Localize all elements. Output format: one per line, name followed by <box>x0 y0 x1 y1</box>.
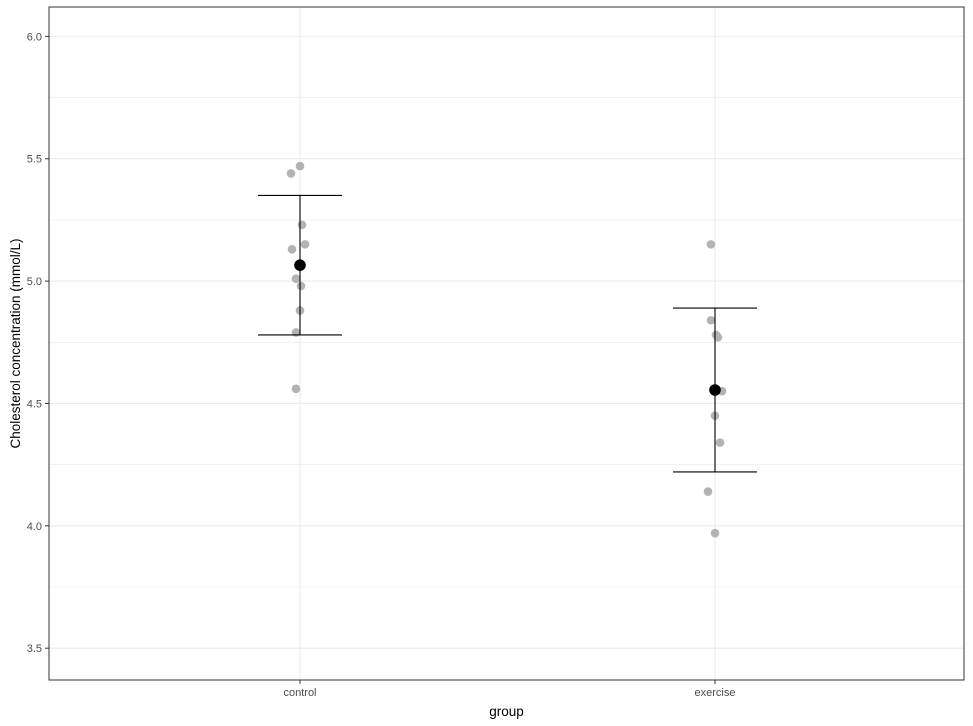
y-tick-label: 5.5 <box>27 154 42 166</box>
data-point <box>286 169 296 178</box>
y-tick-label: 4.5 <box>27 398 42 410</box>
data-point <box>710 528 720 538</box>
data-point <box>287 244 297 254</box>
y-tick-label: 6.0 <box>27 31 42 43</box>
data-point <box>706 315 716 325</box>
mean-point <box>709 384 721 396</box>
data-point <box>296 281 306 291</box>
data-point <box>713 333 723 342</box>
data-point <box>300 240 310 249</box>
x-tick-label: exercise <box>695 687 736 699</box>
y-tick-label: 5.0 <box>27 276 42 288</box>
data-point <box>291 328 301 337</box>
data-point <box>291 274 301 283</box>
mean-points <box>294 259 721 396</box>
x-axis-ticks: control exercise <box>283 680 735 699</box>
y-axis-title: Cholesterol concentration (mmol/L) <box>8 238 23 448</box>
y-tick-label: 4.0 <box>27 521 42 533</box>
mean-point <box>294 259 306 271</box>
data-point <box>295 161 305 171</box>
panel-border <box>48 6 965 681</box>
data-point <box>706 240 716 249</box>
data-point <box>703 487 713 496</box>
x-tick-label: control <box>283 687 316 699</box>
data-point <box>291 384 301 394</box>
y-axis-ticks: 3.5 4.0 4.5 5.0 5.5 6.0 <box>27 31 49 655</box>
y-tick-label: 3.5 <box>27 643 42 655</box>
x-axis-title: group <box>489 704 524 719</box>
data-point <box>715 438 725 447</box>
data-point <box>297 220 307 230</box>
